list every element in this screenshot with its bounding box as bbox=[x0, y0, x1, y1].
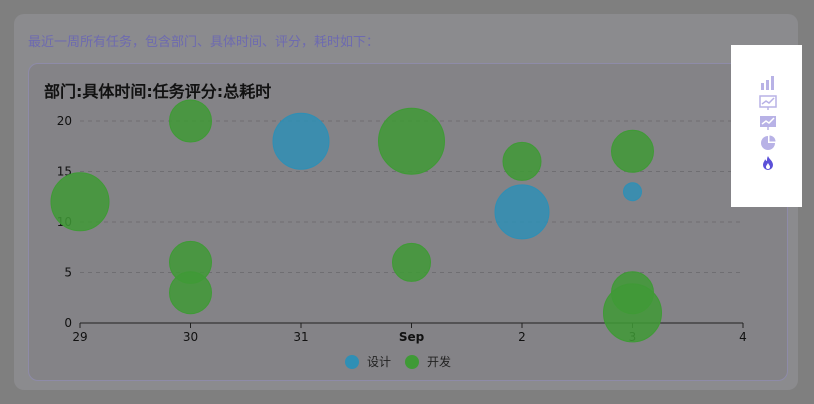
x-tick-label: 31 bbox=[293, 330, 308, 344]
x-tick-label: 2 bbox=[518, 330, 526, 344]
y-tick-label: 5 bbox=[64, 266, 72, 280]
legend-dev-marker bbox=[405, 354, 420, 369]
area-chart-icon[interactable] bbox=[759, 115, 777, 131]
legend-item-dev[interactable]: 开发 bbox=[405, 353, 451, 370]
bubble-dev bbox=[611, 129, 654, 173]
bubble-design bbox=[272, 112, 330, 170]
x-tick-label: 29 bbox=[72, 330, 87, 344]
bar-chart-icon[interactable] bbox=[759, 75, 777, 91]
bubble-dev bbox=[392, 242, 431, 282]
x-tick-label: 4 bbox=[739, 330, 747, 344]
pie-chart-icon-glyph bbox=[761, 135, 776, 150]
pie-chart-icon[interactable] bbox=[759, 135, 777, 151]
line-chart-icon[interactable] bbox=[759, 95, 777, 111]
fire-icon[interactable] bbox=[759, 155, 777, 171]
bubble-design bbox=[494, 184, 550, 240]
bubble-dev bbox=[603, 283, 662, 343]
legend-dev-label: 开发 bbox=[427, 355, 452, 369]
bubble-dev bbox=[169, 99, 212, 143]
chart-title: 部门:具体时间:任务评分:总耗时 bbox=[44, 82, 272, 101]
intro-text: 最近一周所有任务，包含部门、具体时间、评分，耗时如下： bbox=[28, 35, 380, 50]
bubble-dev bbox=[50, 172, 110, 232]
fire-icon-glyph bbox=[763, 156, 773, 170]
legend: 设计 开发 bbox=[345, 353, 451, 370]
chart-toolbar bbox=[731, 45, 802, 207]
y-tick-label: 20 bbox=[57, 114, 72, 128]
bubble-dev bbox=[378, 107, 445, 175]
legend-design-marker bbox=[345, 354, 359, 369]
x-tick-label: Sep bbox=[399, 330, 425, 344]
area-chart-icon-glyph bbox=[760, 116, 776, 130]
bubble-dev bbox=[169, 271, 212, 315]
legend-design-label: 设计 bbox=[367, 355, 392, 369]
bar-chart-icon-glyph bbox=[761, 76, 774, 90]
bubble-design bbox=[623, 182, 642, 202]
line-chart-icon-glyph bbox=[759, 95, 777, 110]
legend-item-design[interactable]: 设计 bbox=[345, 353, 391, 370]
x-tick-label: 30 bbox=[183, 330, 198, 344]
y-tick-label: 0 bbox=[64, 316, 72, 330]
bubble-dev bbox=[502, 141, 542, 181]
